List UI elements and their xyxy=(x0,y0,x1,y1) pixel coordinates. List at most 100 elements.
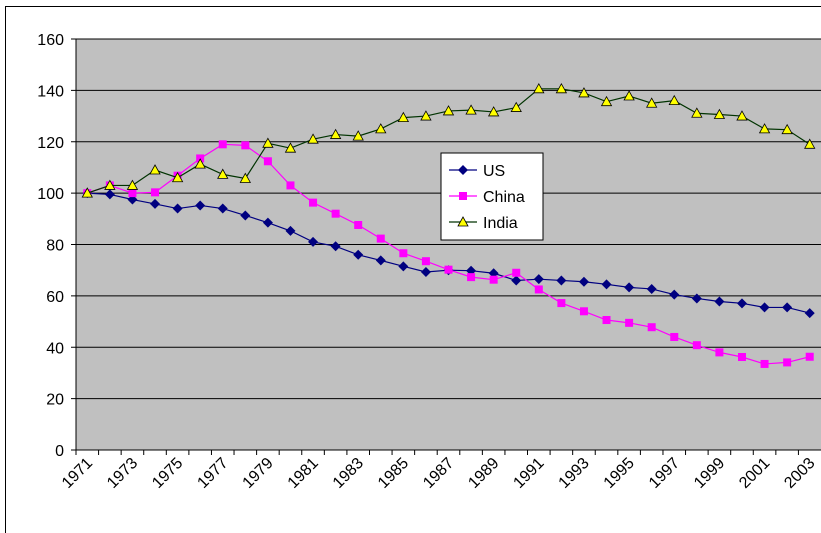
marker xyxy=(759,302,770,313)
marker xyxy=(239,172,251,183)
marker xyxy=(308,236,319,247)
y-tick-label: 100 xyxy=(37,186,64,203)
marker xyxy=(307,133,319,144)
marker xyxy=(534,285,543,294)
marker xyxy=(171,171,184,183)
marker xyxy=(646,283,657,294)
marker xyxy=(713,108,726,119)
marker xyxy=(555,83,568,94)
marker xyxy=(352,130,364,141)
marker xyxy=(715,348,724,357)
marker xyxy=(510,101,522,112)
marker xyxy=(714,296,725,307)
y-tick-label: 140 xyxy=(37,83,64,100)
marker xyxy=(467,273,476,282)
y-tick-label: 80 xyxy=(46,238,64,255)
marker xyxy=(533,274,544,285)
marker xyxy=(646,97,658,108)
marker xyxy=(81,187,93,198)
marker xyxy=(375,255,386,266)
marker xyxy=(489,275,498,284)
marker xyxy=(579,307,588,316)
y-tick-label: 60 xyxy=(46,289,64,306)
marker xyxy=(420,110,432,121)
marker xyxy=(262,137,274,148)
marker xyxy=(465,104,477,115)
marker xyxy=(692,341,701,350)
marker xyxy=(804,138,816,149)
marker xyxy=(195,200,206,211)
marker xyxy=(805,352,814,361)
marker xyxy=(459,192,467,200)
marker xyxy=(602,316,611,325)
marker xyxy=(421,257,430,266)
marker xyxy=(782,302,793,313)
y-tick-label: 160 xyxy=(37,32,64,49)
marker xyxy=(376,234,385,243)
marker xyxy=(262,217,273,228)
marker xyxy=(691,293,702,304)
marker xyxy=(781,123,793,135)
marker xyxy=(217,168,229,179)
marker xyxy=(578,276,589,287)
marker xyxy=(286,181,295,190)
marker xyxy=(624,282,635,293)
marker xyxy=(420,266,431,277)
marker xyxy=(353,249,364,260)
marker xyxy=(458,165,468,175)
y-tick-label: 40 xyxy=(46,340,64,357)
marker xyxy=(104,189,115,200)
marker xyxy=(691,107,703,118)
marker xyxy=(457,216,469,227)
marker xyxy=(600,95,613,107)
marker xyxy=(804,308,815,319)
marker xyxy=(284,142,297,153)
marker xyxy=(668,94,680,106)
marker xyxy=(601,279,612,290)
marker xyxy=(240,210,251,221)
marker xyxy=(104,179,116,190)
marker xyxy=(149,164,161,175)
marker xyxy=(442,105,455,116)
marker xyxy=(669,289,680,300)
marker xyxy=(783,358,792,367)
marker xyxy=(399,249,408,258)
legend-label: US xyxy=(483,163,505,180)
marker xyxy=(151,188,160,197)
marker xyxy=(647,323,656,332)
marker xyxy=(375,123,387,134)
marker xyxy=(126,179,139,190)
legend-label: China xyxy=(483,189,525,206)
marker xyxy=(737,353,746,362)
marker xyxy=(241,141,250,150)
marker xyxy=(578,87,590,98)
marker xyxy=(309,198,318,207)
marker xyxy=(736,110,748,121)
marker xyxy=(444,265,453,274)
y-tick-label: 120 xyxy=(37,135,64,152)
marker xyxy=(760,359,769,368)
marker xyxy=(263,157,272,166)
marker xyxy=(736,298,747,309)
marker xyxy=(150,198,161,209)
marker xyxy=(194,158,206,169)
marker xyxy=(397,111,410,123)
marker xyxy=(512,268,521,277)
marker xyxy=(670,332,679,341)
marker xyxy=(625,318,634,327)
marker xyxy=(758,123,771,134)
marker xyxy=(623,90,635,101)
marker xyxy=(556,275,567,286)
marker xyxy=(285,225,296,236)
marker xyxy=(331,209,340,218)
marker xyxy=(487,106,500,117)
marker xyxy=(557,299,566,308)
y-tick-label: 20 xyxy=(46,392,64,409)
marker xyxy=(217,203,228,214)
marker xyxy=(128,189,137,198)
y-tick-label: 0 xyxy=(55,443,64,460)
marker xyxy=(533,83,545,94)
marker xyxy=(172,203,183,214)
marker xyxy=(218,140,227,149)
